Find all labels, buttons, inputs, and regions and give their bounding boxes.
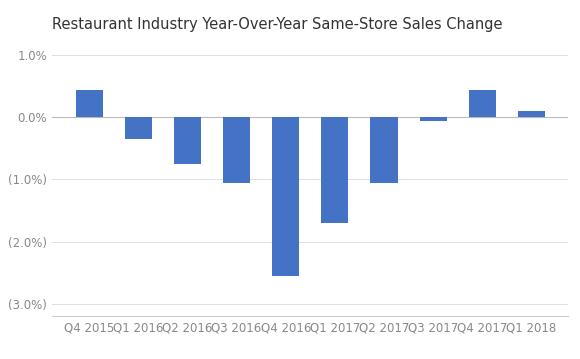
Bar xyxy=(518,111,545,117)
Bar xyxy=(272,117,299,276)
Bar xyxy=(125,117,152,139)
Bar xyxy=(420,117,447,121)
Bar xyxy=(371,117,397,183)
Bar xyxy=(174,117,201,164)
Text: Restaurant Industry Year-Over-Year Same-Store Sales Change: Restaurant Industry Year-Over-Year Same-… xyxy=(52,17,503,32)
Bar xyxy=(223,117,250,183)
Bar xyxy=(321,117,349,223)
Bar xyxy=(469,90,496,117)
Bar xyxy=(75,90,103,117)
